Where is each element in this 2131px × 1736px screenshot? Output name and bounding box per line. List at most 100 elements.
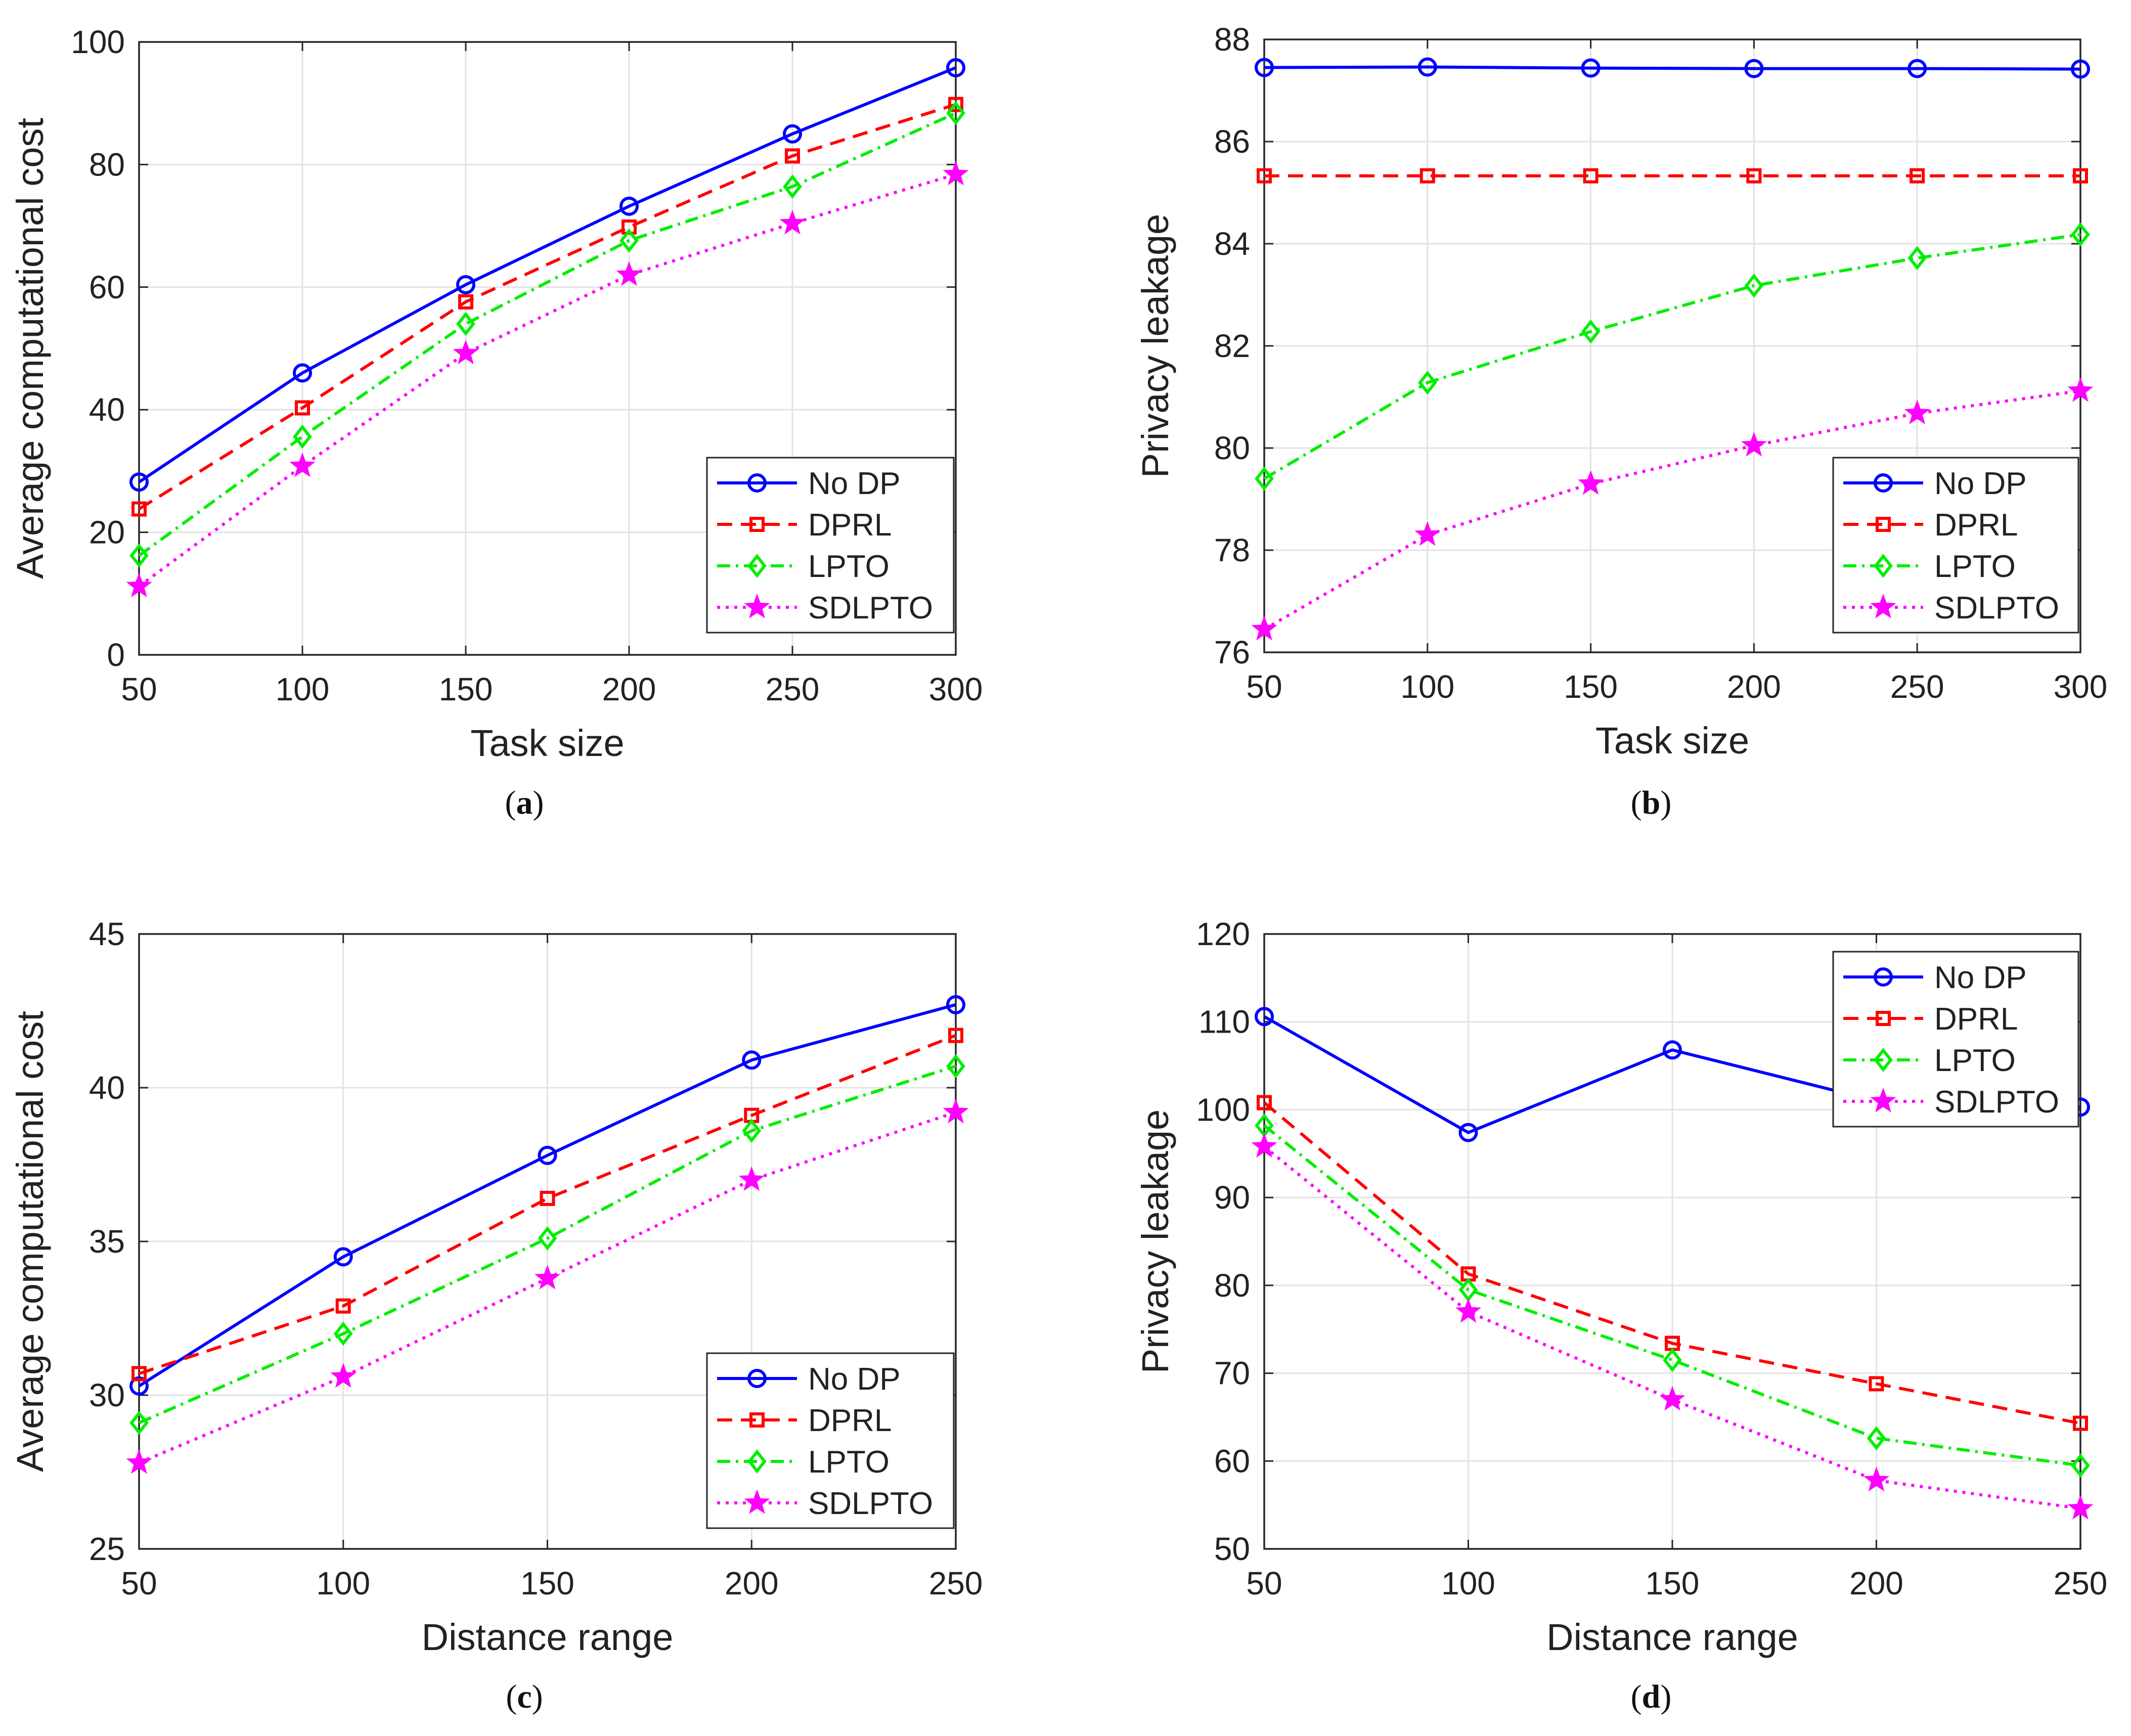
- axes-box: [1263, 933, 2081, 1550]
- data-point: [946, 995, 965, 1014]
- series-sdlpto: [1251, 377, 2094, 641]
- caption-d: (d): [1630, 1678, 1672, 1715]
- data-point: [1581, 58, 1601, 78]
- series-no-dp: [129, 995, 965, 1396]
- y-tick-label: 40: [89, 1070, 125, 1106]
- legend-marker: [749, 517, 765, 532]
- legend-label: LPTO: [808, 549, 890, 584]
- x-axis-label: Distance range: [1546, 1616, 1798, 1658]
- legend: No DP DPRL LPTO SDLPTO: [1832, 951, 2079, 1128]
- data-point: [1867, 1426, 1886, 1450]
- legend-marker: [1876, 517, 1891, 532]
- legend-marker: [1874, 967, 1893, 987]
- legend-label: No DP: [1934, 960, 2027, 995]
- y-axis-label: Privacy leakage: [1134, 214, 1176, 478]
- data-point: [540, 1190, 555, 1206]
- y-tick-label: 70: [1214, 1355, 1250, 1392]
- data-point: [335, 1298, 351, 1314]
- y-tick-label: 86: [1214, 123, 1250, 160]
- data-point: [293, 424, 312, 449]
- data-point: [779, 209, 806, 235]
- y-tick-label: 80: [1214, 430, 1250, 466]
- y-tick-label: 40: [89, 391, 125, 428]
- y-tick-label: 80: [1214, 1267, 1250, 1304]
- x-tick-label: 300: [2054, 669, 2108, 705]
- series-dprl: [131, 97, 963, 517]
- data-point: [619, 196, 639, 216]
- x-axis-label: Distance range: [422, 1616, 674, 1658]
- x-tick-label: 200: [725, 1565, 779, 1601]
- data-point: [129, 1376, 149, 1396]
- legend-label: DPRL: [1934, 508, 2018, 543]
- data-point: [538, 1145, 557, 1165]
- y-tick-label: 0: [107, 637, 125, 673]
- data-point: [943, 160, 969, 186]
- caption-c: (c): [506, 1678, 543, 1715]
- x-tick-label: 250: [1890, 669, 1944, 705]
- series-sdlpto: [126, 160, 969, 598]
- data-point: [1251, 1133, 1277, 1158]
- data-point: [785, 148, 800, 164]
- legend-label: LPTO: [808, 1445, 890, 1480]
- x-axis-label: Task size: [1595, 720, 1749, 762]
- data-point: [129, 472, 149, 492]
- y-tick-label: 120: [1196, 916, 1250, 952]
- series-line: [1264, 65, 2081, 71]
- y-tick-label: 25: [89, 1531, 125, 1567]
- chart-c: 50 100 150 200 250 25 30 35 40 45 Distance range Av…: [9, 916, 983, 1658]
- series-line: [138, 172, 956, 588]
- data-point: [738, 1166, 765, 1191]
- legend-label: No DP: [808, 1362, 901, 1397]
- series-line: [139, 1034, 957, 1375]
- series-dprl: [1257, 1095, 2088, 1431]
- data-point: [1458, 1123, 1478, 1142]
- caption-b: (b): [1630, 784, 1672, 821]
- data-point: [1746, 168, 1762, 184]
- y-axis-label: Privacy leakage: [1134, 1109, 1176, 1373]
- data-point: [783, 174, 802, 199]
- data-point: [2071, 59, 2090, 79]
- data-point: [742, 1119, 762, 1143]
- data-point: [456, 275, 475, 294]
- x-tick-label: 100: [1441, 1565, 1495, 1601]
- x-tick-label: 100: [1400, 669, 1454, 705]
- data-point: [1578, 470, 1604, 495]
- data-point: [1663, 1040, 1682, 1060]
- data-point: [453, 339, 479, 365]
- y-tick-label: 30: [89, 1377, 125, 1413]
- x-tick-label: 50: [121, 671, 157, 707]
- x-tick-label: 150: [520, 1565, 574, 1601]
- data-point: [2073, 1415, 2088, 1431]
- data-point: [1910, 168, 1925, 184]
- x-tick-label: 300: [929, 671, 983, 707]
- data-point: [538, 1226, 557, 1251]
- data-point: [946, 101, 965, 125]
- data-point: [783, 124, 802, 144]
- legend: No DP DPRL LPTO SDLPTO: [1832, 457, 2079, 634]
- data-point: [2067, 377, 2094, 402]
- data-point: [1417, 370, 1437, 395]
- chart-a: 50 100 150 200 250 300 0 20 40 60 80 100 Task size Av…: [9, 24, 983, 764]
- series-line: [138, 103, 956, 511]
- legend-marker: [1874, 1048, 1893, 1072]
- data-point: [1869, 1376, 1884, 1392]
- chart-b: 50 100 150 200 250 300 76 78 80 82 84 86 88 Task size…: [1134, 21, 2107, 762]
- data-point: [293, 363, 312, 383]
- y-axis-label: Average computational cost: [9, 118, 51, 579]
- legend-marker: [744, 1489, 770, 1514]
- caption-a: (a): [505, 784, 544, 821]
- x-tick-label: 200: [1727, 669, 1781, 705]
- data-point: [1255, 466, 1274, 491]
- caption-b-label: b: [1641, 784, 1661, 821]
- legend: No DP DPRL LPTO SDLPTO: [706, 457, 955, 634]
- legend-marker: [747, 1369, 767, 1388]
- legend-label: No DP: [808, 466, 901, 501]
- data-point: [1257, 1095, 1272, 1110]
- x-tick-label: 150: [1564, 669, 1618, 705]
- data-point: [2073, 168, 2088, 184]
- series-dprl: [131, 1028, 963, 1382]
- data-point: [946, 58, 965, 77]
- data-point: [333, 1247, 353, 1267]
- y-tick-label: 82: [1214, 328, 1250, 364]
- x-tick-label: 200: [602, 671, 656, 707]
